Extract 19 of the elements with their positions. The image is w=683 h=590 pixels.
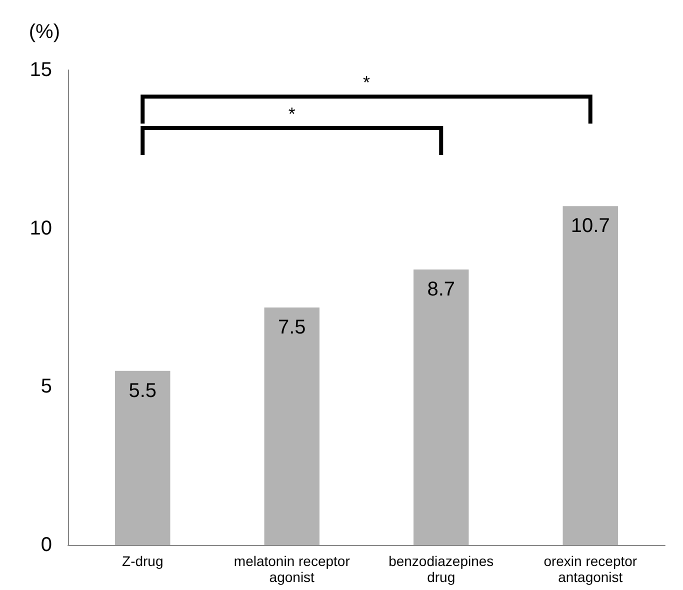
x-tick-label: orexin receptor antagonist bbox=[544, 553, 638, 585]
y-tick-label: 15 bbox=[30, 59, 52, 81]
bar bbox=[264, 308, 320, 545]
bar bbox=[562, 206, 618, 545]
y-axis-title: (%) bbox=[28, 21, 60, 43]
x-tick-label: benzodiazepines drug bbox=[388, 553, 494, 585]
y-tick-label: 0 bbox=[40, 534, 52, 556]
x-tick-label: Z-drug bbox=[122, 553, 164, 569]
x-tick-label: melatonin receptor agonist bbox=[234, 553, 350, 585]
bar bbox=[115, 370, 170, 545]
data-label: 8.7 bbox=[427, 278, 456, 300]
data-label: 7.5 bbox=[278, 316, 306, 338]
data-label: 5.5 bbox=[128, 380, 157, 402]
bar bbox=[414, 270, 469, 545]
y-tick-label: 10 bbox=[30, 217, 52, 240]
y-tick-label: 5 bbox=[40, 376, 52, 398]
data-label: 10.7 bbox=[570, 215, 610, 238]
annotation: * bbox=[362, 72, 370, 93]
annotation: * bbox=[288, 104, 296, 124]
